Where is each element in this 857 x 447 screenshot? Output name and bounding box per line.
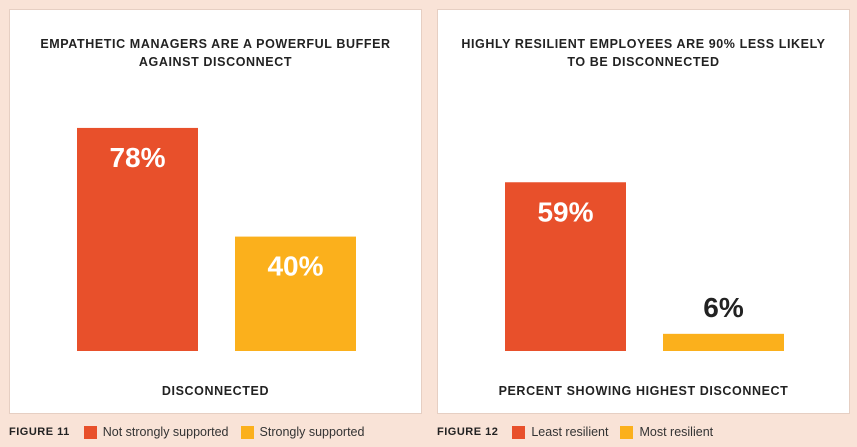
bar-value-label: 78% bbox=[109, 142, 165, 173]
legend-swatch bbox=[512, 425, 526, 439]
bar-least-resilient bbox=[505, 182, 626, 351]
bar-strongly-supported bbox=[235, 236, 356, 351]
bar-value-label: 40% bbox=[267, 251, 323, 282]
legend-item: Not strongly supported bbox=[83, 425, 229, 439]
bar-value-label: 6% bbox=[703, 292, 744, 323]
bar-chart: 59% 6% bbox=[505, 182, 784, 351]
legend-item: Strongly supported bbox=[240, 425, 365, 439]
chart-title: EMPATHETIC MANAGERS ARE A POWERFUL BUFFE… bbox=[40, 37, 391, 69]
legend-label: Least resilient bbox=[531, 425, 609, 439]
bar-chart: 78% 40% bbox=[77, 127, 356, 351]
legend-label: Most resilient bbox=[639, 425, 714, 439]
legend-label: Strongly supported bbox=[259, 425, 365, 439]
bar-most-resilient bbox=[663, 333, 784, 351]
legend-swatch bbox=[620, 425, 634, 439]
legend-swatch bbox=[240, 425, 254, 439]
chart-title: HIGHLY RESILIENT EMPLOYEES ARE 90% LESS … bbox=[461, 37, 826, 69]
x-axis-label: DISCONNECTED bbox=[161, 384, 270, 398]
x-axis-label: PERCENT SHOWING HIGHEST DISCONNECT bbox=[498, 384, 789, 398]
figure-label: FIGURE 11 bbox=[9, 426, 70, 438]
bar-not-strongly-supported bbox=[77, 127, 198, 351]
legend-label: Not strongly supported bbox=[102, 425, 229, 439]
legend-figure-11: FIGURE 11 Not strongly supported Strongl… bbox=[9, 423, 376, 441]
chart-panel-figure-12: HIGHLY RESILIENT EMPLOYEES ARE 90% LESS … bbox=[437, 9, 850, 414]
legend-figure-12: FIGURE 12 Least resilient Most resilient bbox=[437, 423, 725, 441]
legend-swatch bbox=[83, 425, 97, 439]
legend-item: Least resilient bbox=[512, 425, 608, 439]
figure-label: FIGURE 12 bbox=[437, 426, 499, 438]
legend-item: Most resilient bbox=[620, 425, 713, 439]
chart-panel-figure-11: EMPATHETIC MANAGERS ARE A POWERFUL BUFFE… bbox=[9, 9, 422, 414]
bar-value-label: 59% bbox=[537, 196, 593, 227]
